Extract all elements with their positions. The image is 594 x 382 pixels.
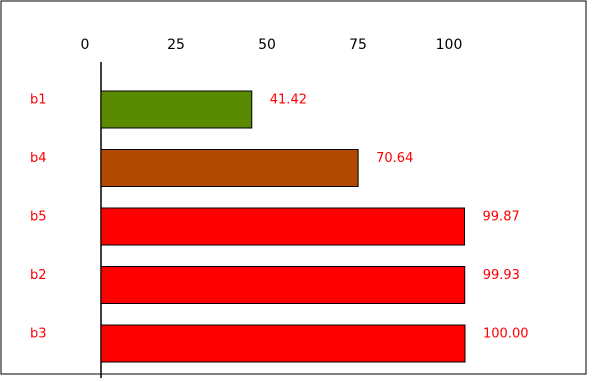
value-label: 99.87 <box>483 210 520 225</box>
category-label: b3 <box>30 327 47 342</box>
category-label: b1 <box>30 93 47 108</box>
bar-b3 <box>100 324 466 363</box>
plot-border <box>0 0 587 375</box>
x-tick-label: 0 <box>81 37 90 53</box>
bar-b5 <box>100 207 466 246</box>
bar-b4 <box>100 149 359 187</box>
value-label: 70.64 <box>376 151 413 166</box>
x-tick-label: 100 <box>436 37 463 53</box>
x-tick-label: 50 <box>258 37 276 53</box>
category-label: b5 <box>30 210 47 225</box>
value-label: 100.00 <box>483 327 529 342</box>
x-tick-label: 25 <box>167 37 185 53</box>
bar-b2 <box>100 266 466 304</box>
x-tick-label: 75 <box>349 37 367 53</box>
value-label: 41.42 <box>270 93 307 108</box>
bar-b1 <box>100 90 253 129</box>
category-label: b2 <box>30 268 47 283</box>
value-label: 99.93 <box>483 268 520 283</box>
category-label: b4 <box>30 151 47 166</box>
